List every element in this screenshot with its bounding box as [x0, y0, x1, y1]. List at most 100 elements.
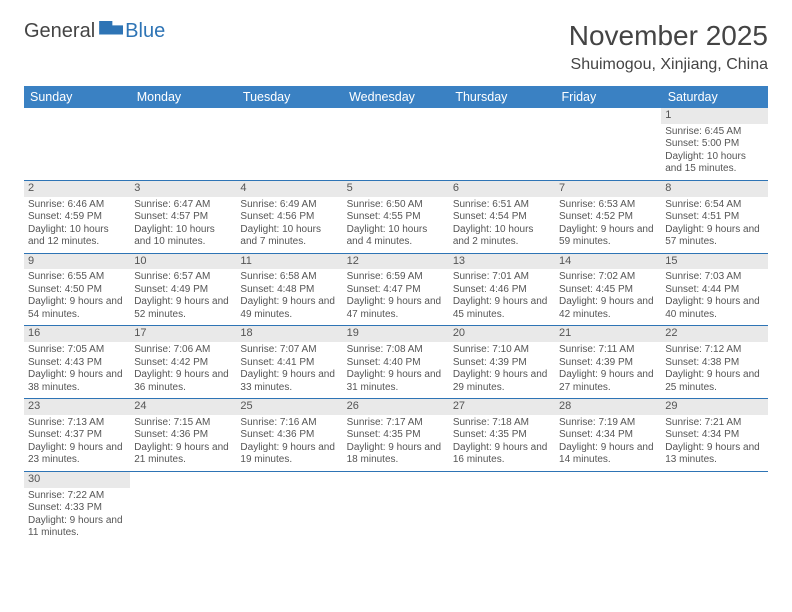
calendar-cell: 2Sunrise: 6:46 AMSunset: 4:59 PMDaylight…: [24, 180, 130, 253]
cell-sr: Sunrise: 6:51 AM: [453, 199, 551, 212]
cell-ss: Sunset: 4:56 PM: [240, 211, 338, 224]
cell-ss: Sunset: 4:47 PM: [347, 284, 445, 297]
cell-dl: Daylight: 9 hours and 52 minutes.: [134, 296, 232, 321]
day-header: Monday: [130, 86, 236, 108]
calendar-cell: [661, 471, 767, 543]
cell-ss: Sunset: 4:49 PM: [134, 284, 232, 297]
day-number: 17: [130, 326, 236, 342]
calendar-cell: [449, 108, 555, 180]
calendar-cell: 23Sunrise: 7:13 AMSunset: 4:37 PMDayligh…: [24, 399, 130, 472]
cell-dl: Daylight: 10 hours and 7 minutes.: [240, 224, 338, 249]
cell-ss: Sunset: 4:34 PM: [559, 429, 657, 442]
cell-dl: Daylight: 9 hours and 47 minutes.: [347, 296, 445, 321]
calendar-cell: [130, 471, 236, 543]
calendar-cell: 12Sunrise: 6:59 AMSunset: 4:47 PMDayligh…: [343, 253, 449, 326]
calendar-cell: 24Sunrise: 7:15 AMSunset: 4:36 PMDayligh…: [130, 399, 236, 472]
calendar-cell: [555, 108, 661, 180]
cell-sr: Sunrise: 7:01 AM: [453, 271, 551, 284]
day-number: 3: [130, 181, 236, 197]
cell-ss: Sunset: 4:39 PM: [559, 357, 657, 370]
day-header: Saturday: [661, 86, 767, 108]
calendar-cell: 7 Sunrise: 6:53 AMSunset: 4:52 PMDaylight…: [555, 180, 661, 253]
calendar-cell: 15Sunrise: 7:03 AMSunset: 4:44 PMDayligh…: [661, 253, 767, 326]
calendar-cell: 18Sunrise: 7:07 AMSunset: 4:41 PMDayligh…: [236, 326, 342, 399]
calendar-row: 9Sunrise: 6:55 AMSunset: 4:50 PMDaylight…: [24, 253, 768, 326]
cell-ss: Sunset: 4:38 PM: [665, 357, 763, 370]
day-number: 7: [555, 181, 661, 197]
calendar-cell: [343, 108, 449, 180]
cell-dl: Daylight: 9 hours and 16 minutes.: [453, 442, 551, 467]
cell-sr: Sunrise: 7:16 AM: [240, 417, 338, 430]
calendar-cell: 20Sunrise: 7:10 AMSunset: 4:39 PMDayligh…: [449, 326, 555, 399]
calendar-cell: 1Sunrise: 6:45 AMSunset: 5:00 PMDaylight…: [661, 108, 767, 180]
calendar-cell: [130, 108, 236, 180]
day-number: 23: [24, 399, 130, 415]
calendar-cell: [343, 471, 449, 543]
cell-dl: Daylight: 9 hours and 57 minutes.: [665, 224, 763, 249]
cell-sr: Sunrise: 6:47 AM: [134, 199, 232, 212]
day-number: 4: [236, 181, 342, 197]
cell-dl: Daylight: 9 hours and 33 minutes.: [240, 369, 338, 394]
cell-ss: Sunset: 4:52 PM: [559, 211, 657, 224]
cell-ss: Sunset: 4:50 PM: [28, 284, 126, 297]
cell-sr: Sunrise: 7:21 AM: [665, 417, 763, 430]
calendar-cell: 6Sunrise: 6:51 AMSunset: 4:54 PMDaylight…: [449, 180, 555, 253]
calendar-row: 30Sunrise: 7:22 AMSunset: 4:33 PMDayligh…: [24, 471, 768, 543]
page-title: November 2025: [569, 20, 768, 52]
day-number: 30: [24, 472, 130, 488]
cell-ss: Sunset: 5:00 PM: [665, 138, 763, 151]
cell-dl: Daylight: 9 hours and 11 minutes.: [28, 515, 126, 540]
calendar-cell: 13Sunrise: 7:01 AMSunset: 4:46 PMDayligh…: [449, 253, 555, 326]
cell-sr: Sunrise: 6:53 AM: [559, 199, 657, 212]
cell-sr: Sunrise: 6:50 AM: [347, 199, 445, 212]
cell-sr: Sunrise: 7:11 AM: [559, 344, 657, 357]
day-number: 10: [130, 254, 236, 270]
day-number: 29: [661, 399, 767, 415]
cell-ss: Sunset: 4:45 PM: [559, 284, 657, 297]
cell-sr: Sunrise: 7:08 AM: [347, 344, 445, 357]
cell-dl: Daylight: 9 hours and 42 minutes.: [559, 296, 657, 321]
day-header-row: SundayMondayTuesdayWednesdayThursdayFrid…: [24, 86, 768, 108]
cell-sr: Sunrise: 7:18 AM: [453, 417, 551, 430]
day-number: 24: [130, 399, 236, 415]
cell-dl: Daylight: 9 hours and 23 minutes.: [28, 442, 126, 467]
cell-ss: Sunset: 4:43 PM: [28, 357, 126, 370]
cell-dl: Daylight: 9 hours and 38 minutes.: [28, 369, 126, 394]
day-number: 9: [24, 254, 130, 270]
day-header: Sunday: [24, 86, 130, 108]
cell-dl: Daylight: 10 hours and 2 minutes.: [453, 224, 551, 249]
day-number: 28: [555, 399, 661, 415]
cell-dl: Daylight: 10 hours and 15 minutes.: [665, 151, 763, 176]
cell-dl: Daylight: 9 hours and 59 minutes.: [559, 224, 657, 249]
day-header: Thursday: [449, 86, 555, 108]
calendar-cell: 25Sunrise: 7:16 AMSunset: 4:36 PMDayligh…: [236, 399, 342, 472]
calendar-cell: 4 Sunrise: 6:49 AMSunset: 4:56 PMDaylight…: [236, 180, 342, 253]
calendar-row: 16Sunrise: 7:05 AMSunset: 4:43 PMDayligh…: [24, 326, 768, 399]
cell-dl: Daylight: 10 hours and 10 minutes.: [134, 224, 232, 249]
logo-text-2: Blue: [125, 20, 165, 43]
cell-ss: Sunset: 4:40 PM: [347, 357, 445, 370]
cell-dl: Daylight: 9 hours and 40 minutes.: [665, 296, 763, 321]
cell-sr: Sunrise: 7:13 AM: [28, 417, 126, 430]
calendar-cell: 28Sunrise: 7:19 AMSunset: 4:34 PMDayligh…: [555, 399, 661, 472]
cell-dl: Daylight: 9 hours and 19 minutes.: [240, 442, 338, 467]
day-number: 8: [661, 181, 767, 197]
flag-icon: [99, 21, 123, 35]
day-number: 2: [24, 181, 130, 197]
calendar-cell: 19Sunrise: 7:08 AMSunset: 4:40 PMDayligh…: [343, 326, 449, 399]
cell-dl: Daylight: 9 hours and 18 minutes.: [347, 442, 445, 467]
cell-dl: Daylight: 9 hours and 14 minutes.: [559, 442, 657, 467]
cell-ss: Sunset: 4:36 PM: [240, 429, 338, 442]
calendar-cell: 17Sunrise: 7:06 AMSunset: 4:42 PMDayligh…: [130, 326, 236, 399]
cell-sr: Sunrise: 6:54 AM: [665, 199, 763, 212]
cell-dl: Daylight: 9 hours and 49 minutes.: [240, 296, 338, 321]
cell-sr: Sunrise: 6:49 AM: [240, 199, 338, 212]
cell-dl: Daylight: 9 hours and 13 minutes.: [665, 442, 763, 467]
cell-ss: Sunset: 4:35 PM: [453, 429, 551, 442]
day-number: 12: [343, 254, 449, 270]
cell-sr: Sunrise: 7:17 AM: [347, 417, 445, 430]
cell-ss: Sunset: 4:35 PM: [347, 429, 445, 442]
cell-ss: Sunset: 4:42 PM: [134, 357, 232, 370]
cell-ss: Sunset: 4:46 PM: [453, 284, 551, 297]
calendar-table: SundayMondayTuesdayWednesdayThursdayFrid…: [24, 86, 768, 544]
